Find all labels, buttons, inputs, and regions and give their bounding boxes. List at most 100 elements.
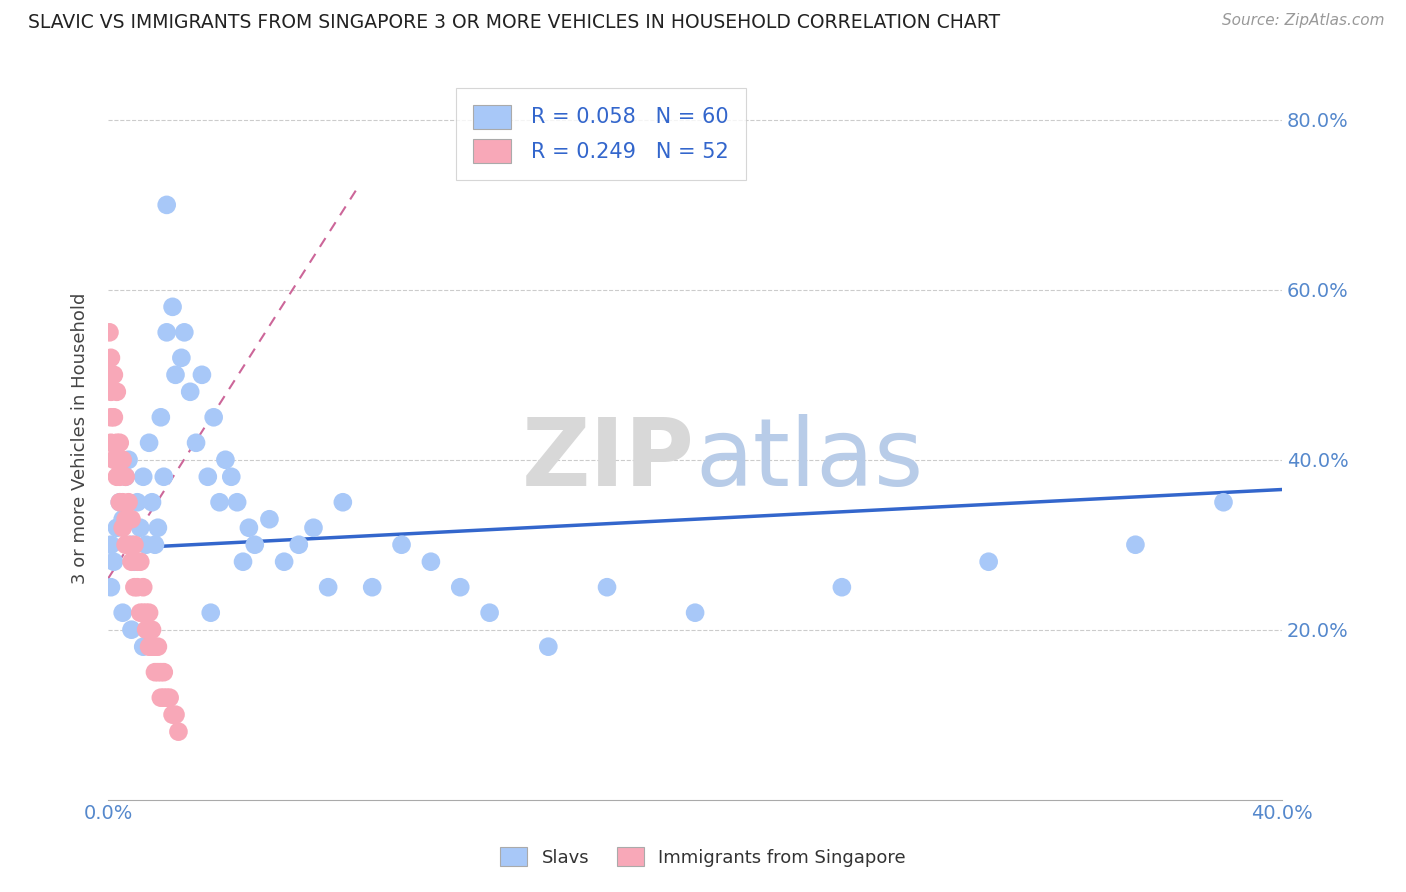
Point — [238, 521, 260, 535]
Point — [179, 384, 201, 399]
Point — [103, 452, 125, 467]
Point — [208, 495, 231, 509]
Point — [127, 580, 149, 594]
Point — [108, 495, 131, 509]
Point — [214, 452, 236, 467]
Point — [103, 368, 125, 382]
Point — [129, 521, 152, 535]
Point — [98, 326, 121, 340]
Point — [121, 538, 143, 552]
Point — [100, 410, 122, 425]
Point — [152, 469, 174, 483]
Point — [332, 495, 354, 509]
Point — [683, 606, 706, 620]
Legend: Slavs, Immigrants from Singapore: Slavs, Immigrants from Singapore — [494, 840, 912, 874]
Point — [288, 538, 311, 552]
Point — [135, 606, 157, 620]
Point — [149, 410, 172, 425]
Point — [143, 538, 166, 552]
Point — [226, 495, 249, 509]
Point — [105, 435, 128, 450]
Point — [1125, 538, 1147, 552]
Point — [111, 606, 134, 620]
Point — [127, 555, 149, 569]
Point — [170, 351, 193, 365]
Point — [135, 623, 157, 637]
Point — [132, 469, 155, 483]
Point — [259, 512, 281, 526]
Point — [202, 410, 225, 425]
Point — [114, 469, 136, 483]
Point — [156, 198, 179, 212]
Point — [141, 495, 163, 509]
Point — [232, 555, 254, 569]
Point — [121, 555, 143, 569]
Point — [105, 384, 128, 399]
Y-axis label: 3 or more Vehicles in Household: 3 or more Vehicles in Household — [72, 293, 89, 584]
Point — [117, 495, 139, 509]
Text: Source: ZipAtlas.com: Source: ZipAtlas.com — [1222, 13, 1385, 29]
Point — [121, 512, 143, 526]
Point — [149, 665, 172, 680]
Point — [219, 469, 242, 483]
Point — [162, 707, 184, 722]
Point — [165, 368, 187, 382]
Point — [831, 580, 853, 594]
Point — [100, 538, 122, 552]
Text: SLAVIC VS IMMIGRANTS FROM SINGAPORE 3 OR MORE VEHICLES IN HOUSEHOLD CORRELATION : SLAVIC VS IMMIGRANTS FROM SINGAPORE 3 OR… — [28, 13, 1000, 32]
Point — [146, 665, 169, 680]
Point — [152, 665, 174, 680]
Point — [146, 640, 169, 654]
Point — [156, 690, 179, 705]
Point — [478, 606, 501, 620]
Point — [191, 368, 214, 382]
Point — [108, 435, 131, 450]
Point — [111, 495, 134, 509]
Point — [117, 452, 139, 467]
Point — [200, 606, 222, 620]
Point — [141, 623, 163, 637]
Point — [132, 606, 155, 620]
Point — [129, 606, 152, 620]
Point — [103, 555, 125, 569]
Point — [103, 410, 125, 425]
Point — [1212, 495, 1234, 509]
Point — [184, 435, 207, 450]
Point — [117, 538, 139, 552]
Point — [316, 580, 339, 594]
Point — [111, 452, 134, 467]
Text: atlas: atlas — [695, 414, 924, 506]
Point — [124, 580, 146, 594]
Point — [162, 300, 184, 314]
Point — [129, 555, 152, 569]
Point — [135, 538, 157, 552]
Point — [243, 538, 266, 552]
Point — [419, 555, 441, 569]
Point — [121, 623, 143, 637]
Point — [108, 495, 131, 509]
Point — [132, 580, 155, 594]
Point — [100, 580, 122, 594]
Point — [167, 724, 190, 739]
Point — [197, 469, 219, 483]
Point — [105, 469, 128, 483]
Point — [173, 326, 195, 340]
Point — [302, 521, 325, 535]
Point — [108, 469, 131, 483]
Point — [273, 555, 295, 569]
Point — [141, 640, 163, 654]
Point — [146, 521, 169, 535]
Legend: R = 0.058   N = 60, R = 0.249   N = 52: R = 0.058 N = 60, R = 0.249 N = 52 — [457, 87, 745, 179]
Point — [124, 538, 146, 552]
Point — [596, 580, 619, 594]
Point — [114, 469, 136, 483]
Point — [391, 538, 413, 552]
Point — [114, 538, 136, 552]
Point — [127, 495, 149, 509]
Point — [152, 690, 174, 705]
Point — [165, 707, 187, 722]
Point — [138, 435, 160, 450]
Point — [159, 690, 181, 705]
Point — [100, 435, 122, 450]
Point — [156, 326, 179, 340]
